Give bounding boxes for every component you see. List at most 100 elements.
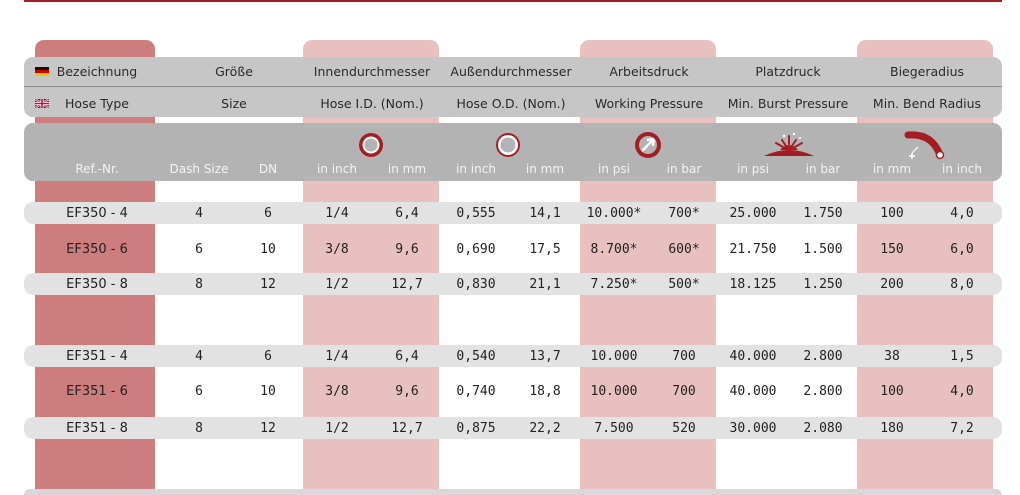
- cell-dn: 12: [260, 277, 276, 292]
- cell-od-mm: 17,5: [529, 242, 561, 257]
- cell-br-mm: 38: [884, 349, 900, 364]
- cell-od-inch: 0,555: [456, 206, 496, 221]
- cell-bp-bar: 1.250: [803, 277, 843, 292]
- bottom-edge: [24, 489, 1002, 495]
- cell-dn: 12: [260, 421, 276, 436]
- cell-dn: 10: [260, 242, 276, 257]
- cell-id-inch: 1/4: [325, 206, 349, 221]
- header-de-working-pressure: Arbeitsdruck: [609, 64, 689, 79]
- cell-id-inch: 1/2: [325, 277, 349, 292]
- header-de-designation: Bezeichnung: [56, 64, 138, 79]
- subheader-br-mm: in mm: [872, 162, 912, 176]
- cell-bp-bar: 2.800: [803, 384, 843, 399]
- header-bar-languages: [24, 57, 1002, 117]
- subheader-id-inch: in inch: [317, 162, 357, 176]
- cell-od-inch: 0,875: [456, 421, 496, 436]
- cell-wp-bar: 500*: [668, 277, 700, 292]
- header-de-size: Größe: [215, 64, 253, 79]
- cell-br-inch: 7,2: [950, 421, 974, 436]
- cell-wp-bar: 600*: [668, 242, 700, 257]
- cell-id-mm: 6,4: [395, 206, 419, 221]
- cell-bp-psi: 18.125: [729, 277, 777, 292]
- header-en-size: Size: [221, 96, 247, 111]
- header-de-inner-diameter: Innendurchmesser: [313, 64, 431, 79]
- subheader-od-inch: in inch: [456, 162, 496, 176]
- cell-id-inch: 3/8: [325, 242, 349, 257]
- subheader-dash-size: Dash Size: [169, 162, 229, 176]
- row-stripe-ef350-8: [24, 273, 1002, 295]
- cell-ref-nr: EF350 - 6: [66, 242, 128, 257]
- cell-od-mm: 18,8: [529, 384, 561, 399]
- working-pressure-gauge-icon: [635, 132, 661, 158]
- cell-br-inch: 8,0: [950, 277, 974, 292]
- cell-id-mm: 9,6: [395, 242, 419, 257]
- row-stripe-ef350-4: [24, 202, 1002, 224]
- burst-pressure-icon: [764, 132, 814, 156]
- cell-wp-bar: 520: [672, 421, 696, 436]
- row-stripe-ef351-4: [24, 345, 1002, 367]
- cell-wp-psi: 7.500: [594, 421, 634, 436]
- header-en-burst-pressure: Min. Burst Pressure: [727, 96, 849, 111]
- subheader-od-mm: in mm: [525, 162, 565, 176]
- cell-dash-size: 8: [195, 277, 203, 292]
- cell-id-inch: 3/8: [325, 384, 349, 399]
- cell-br-mm: 200: [880, 277, 904, 292]
- header-de-bend-radius: Biegeradius: [889, 64, 965, 79]
- cell-bp-bar: 1.500: [803, 242, 843, 257]
- cell-dash-size: 6: [195, 242, 203, 257]
- cell-id-mm: 12,7: [391, 421, 423, 436]
- cell-bp-bar: 1.750: [803, 206, 843, 221]
- cell-dash-size: 8: [195, 421, 203, 436]
- cell-ref-nr: EF351 - 4: [66, 349, 128, 364]
- cell-od-inch: 0,540: [456, 349, 496, 364]
- subheader-br-inch: in inch: [942, 162, 982, 176]
- cell-wp-bar: 700: [672, 384, 696, 399]
- cell-dn: 6: [264, 206, 272, 221]
- cell-od-inch: 0,740: [456, 384, 496, 399]
- cell-od-mm: 21,1: [529, 277, 561, 292]
- top-accent-line: [24, 0, 1002, 2]
- header-de-burst-pressure: Platzdruck: [755, 64, 821, 79]
- cell-od-inch: 0,830: [456, 277, 496, 292]
- header-divider: [24, 86, 1002, 87]
- header-en-hose-type: Hose Type: [65, 96, 129, 111]
- subheader-wp-psi: in psi: [598, 162, 630, 176]
- cell-bp-psi: 21.750: [729, 242, 777, 257]
- cell-br-mm: 100: [880, 206, 904, 221]
- header-en-hose-id: Hose I.D. (Nom.): [320, 96, 424, 111]
- cell-id-inch: 1/4: [325, 349, 349, 364]
- cell-id-mm: 12,7: [391, 277, 423, 292]
- cell-od-mm: 13,7: [529, 349, 561, 364]
- cell-dash-size: 6: [195, 384, 203, 399]
- cell-bp-psi: 30.000: [729, 421, 777, 436]
- cell-bp-psi: 40.000: [729, 349, 777, 364]
- cell-bp-bar: 2.080: [803, 421, 843, 436]
- cell-wp-psi: 10.000*: [586, 206, 642, 221]
- cell-id-mm: 9,6: [395, 384, 419, 399]
- bend-radius-icon: [904, 131, 945, 160]
- cell-ref-nr: EF350 - 8: [66, 277, 128, 292]
- header-en-hose-od: Hose O.D. (Nom.): [456, 96, 566, 111]
- cell-id-mm: 6,4: [395, 349, 419, 364]
- cell-ref-nr: EF350 - 4: [66, 206, 128, 221]
- header-en-bend-radius: Min. Bend Radius: [872, 96, 982, 111]
- cell-wp-bar: 700: [672, 349, 696, 364]
- subheader-dn: DN: [258, 162, 278, 176]
- cell-bp-psi: 40.000: [729, 384, 777, 399]
- cell-ref-nr: EF351 - 8: [66, 421, 128, 436]
- cell-br-mm: 180: [880, 421, 904, 436]
- subheader-ref-nr: Ref.-Nr.: [75, 162, 119, 176]
- cell-dash-size: 4: [195, 206, 203, 221]
- cell-bp-bar: 2.800: [803, 349, 843, 364]
- cell-br-inch: 1,5: [950, 349, 974, 364]
- cell-od-inch: 0,690: [456, 242, 496, 257]
- header-de-outer-diameter: Außendurchmesser: [450, 64, 572, 79]
- cell-od-mm: 14,1: [529, 206, 561, 221]
- cell-od-mm: 22,2: [529, 421, 561, 436]
- inner-diameter-icon: [359, 133, 383, 157]
- cell-wp-psi: 8.700*: [590, 242, 638, 257]
- row-stripe-ef351-8: [24, 417, 1002, 439]
- cell-id-inch: 1/2: [325, 421, 349, 436]
- cell-dash-size: 4: [195, 349, 203, 364]
- cell-br-mm: 150: [880, 242, 904, 257]
